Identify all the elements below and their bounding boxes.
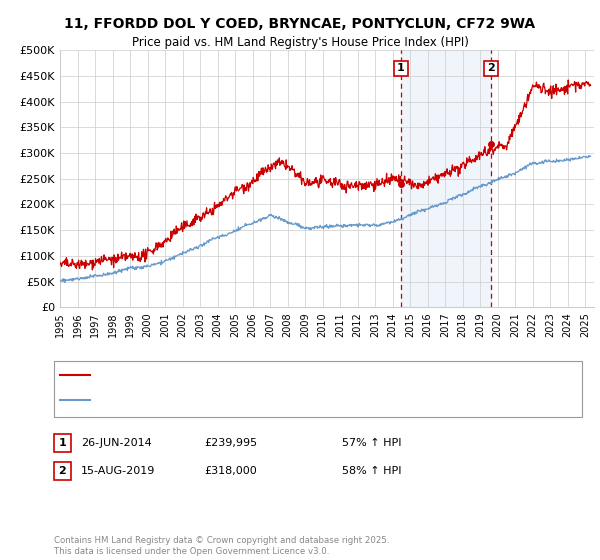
Text: 2: 2 [59, 466, 66, 476]
Bar [401, 50, 491, 307]
Text: HPI: Average price, detached house, Rhondda Cynon Taf: HPI: Average price, detached house, Rhon… [96, 395, 389, 405]
Text: 26-JUN-2014: 26-JUN-2014 [81, 438, 152, 448]
Text: 11, FFORDD DOL Y COED, BRYNCAE, PONTYCLUN, CF72 9WA: 11, FFORDD DOL Y COED, BRYNCAE, PONTYCLU… [64, 17, 536, 31]
Text: 11, FFORDD DOL Y COED, BRYNCAE, PONTYCLUN, CF72 9WA (detached house): 11, FFORDD DOL Y COED, BRYNCAE, PONTYCLU… [96, 370, 506, 380]
Text: £239,995: £239,995 [204, 438, 257, 448]
Text: Contains HM Land Registry data © Crown copyright and database right 2025.
This d: Contains HM Land Registry data © Crown c… [54, 536, 389, 556]
Text: 1: 1 [397, 63, 405, 73]
Text: 58% ↑ HPI: 58% ↑ HPI [342, 466, 401, 476]
Text: 2: 2 [487, 63, 495, 73]
Text: £318,000: £318,000 [204, 466, 257, 476]
Text: 1: 1 [59, 438, 66, 448]
Text: 15-AUG-2019: 15-AUG-2019 [81, 466, 155, 476]
Text: Price paid vs. HM Land Registry's House Price Index (HPI): Price paid vs. HM Land Registry's House … [131, 36, 469, 49]
Text: 57% ↑ HPI: 57% ↑ HPI [342, 438, 401, 448]
